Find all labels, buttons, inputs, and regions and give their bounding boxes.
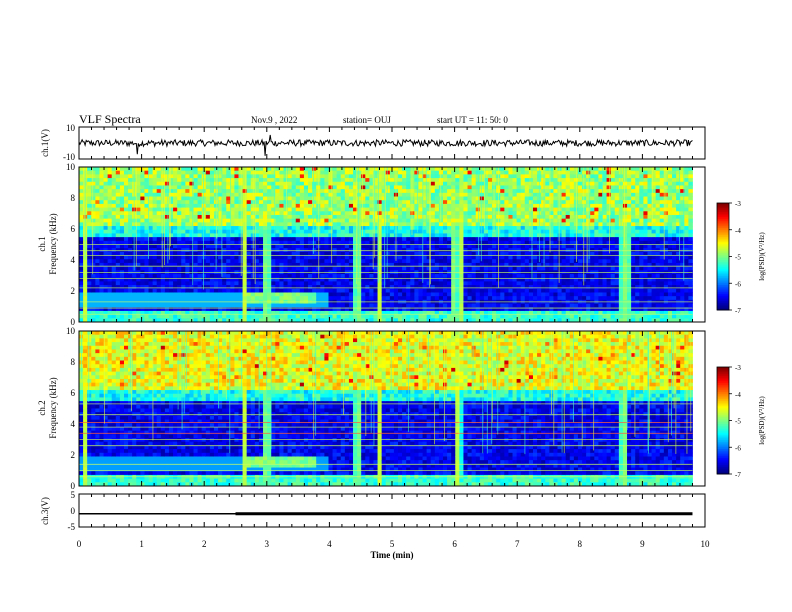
ch2-freq-tick-8: 8 <box>71 357 76 367</box>
ch1-ytick-minus10: -10 <box>63 152 75 162</box>
ch3-voltage-ticks <box>78 494 706 527</box>
ch1-freq-tick-0: 0 <box>71 317 76 327</box>
x-tick-label: 10 <box>701 539 711 549</box>
colorbar-label: log(PSD)(V²/Hz) <box>758 232 766 281</box>
x-tick-label: 2 <box>202 539 207 549</box>
ch3-voltage-ylabel: ch.3(V) <box>40 497 50 525</box>
ch1-ytick-10: 10 <box>66 123 76 133</box>
x-tick-label: 0 <box>77 539 82 549</box>
ch3-voltage-panel: 5 0 -5 ch.3(V) <box>40 490 706 532</box>
colorbar-tick-label: -4 <box>735 227 741 235</box>
ch2-spectrogram-ticks <box>78 331 706 486</box>
ch1-spectrogram-panel: 0 2 4 6 8 10 ch.1Frequency (kHz) <box>37 162 706 327</box>
x-tick-label: 9 <box>640 539 645 549</box>
ch2-freq-tick-0: 0 <box>71 481 76 491</box>
ch2-freq-tick-10: 10 <box>66 326 76 336</box>
x-tick-label: 7 <box>515 539 520 549</box>
ch1-freq-tick-8: 8 <box>71 193 76 203</box>
colorbar-tick-label: -7 <box>735 471 741 479</box>
ch1-colorbar: -3 -4 -5 -6 -7 log(PSD)(V²/Hz) <box>716 200 766 315</box>
date-label: Nov.9 , 2022 <box>251 115 297 125</box>
ch1-freq-tick-10: 10 <box>66 162 76 172</box>
ch2-freq-tick-2: 2 <box>71 450 76 460</box>
ch2-freq-tick-6: 6 <box>71 388 76 398</box>
x-tick-label: 6 <box>452 539 457 549</box>
ch1-spectrogram-ticks <box>78 167 706 322</box>
ch1-voltage-ticks <box>78 127 706 159</box>
ch1-spectrogram-ylabel: ch.1Frequency (kHz) <box>37 213 58 274</box>
ch1-voltage-ylabel: ch.1(V) <box>40 129 50 157</box>
ch2-freq-tick-4: 4 <box>71 419 76 429</box>
ch1-voltage-trace <box>78 134 693 156</box>
x-tick-label: 1 <box>139 539 144 549</box>
ch1-freq-tick-2: 2 <box>71 286 76 296</box>
ch3-ytick-0: 0 <box>71 506 76 516</box>
ch1-voltage-panel: 10 -10 ch.1(V) <box>40 123 706 162</box>
x-axis-label: Time (min) <box>370 550 413 560</box>
x-tick-labels: 0 1 2 3 4 5 6 7 8 9 10 <box>77 539 710 549</box>
ch2-spectrogram-ylabel: ch.2Frequency (kHz) <box>37 377 58 438</box>
colorbar-tick-label: -5 <box>735 418 741 426</box>
ch3-ytick-5: 5 <box>71 490 76 500</box>
x-tick-label: 4 <box>327 539 332 549</box>
x-tick-label: 3 <box>265 539 270 549</box>
station-label: station= OUJ <box>343 115 391 125</box>
colorbar-tick-label: -3 <box>735 364 741 372</box>
start-time-label: start UT = 11: 50: 0 <box>437 115 508 125</box>
ch1-spectrogram-heatmap <box>79 167 693 323</box>
colorbar-tick-label: -6 <box>735 280 741 288</box>
colorbar-tick-label: -4 <box>735 391 741 399</box>
ch3-ytick-minus5: -5 <box>68 522 76 532</box>
colorbar-tick-label: -3 <box>735 200 741 208</box>
colorbar-label: log(PSD)(V²/Hz) <box>758 396 766 445</box>
colorbar-tick-label: -6 <box>735 444 741 452</box>
ch2-spectrogram-panel: 0 2 4 6 8 10 ch.2Frequency (kHz) <box>37 326 706 491</box>
chart-title: VLF Spectra <box>79 112 141 126</box>
ch1-freq-tick-6: 6 <box>71 224 76 234</box>
x-tick-label: 8 <box>578 539 583 549</box>
ch2-colorbar: -3 -4 -5 -6 -7 log(PSD)(V²/Hz) <box>716 364 766 479</box>
colorbar-tick-label: -5 <box>735 254 741 262</box>
ch2-spectrogram-heatmap <box>79 331 693 487</box>
colorbar-tick-label: -7 <box>735 307 741 315</box>
x-tick-label: 5 <box>390 539 395 549</box>
ch1-freq-tick-4: 4 <box>71 255 76 265</box>
